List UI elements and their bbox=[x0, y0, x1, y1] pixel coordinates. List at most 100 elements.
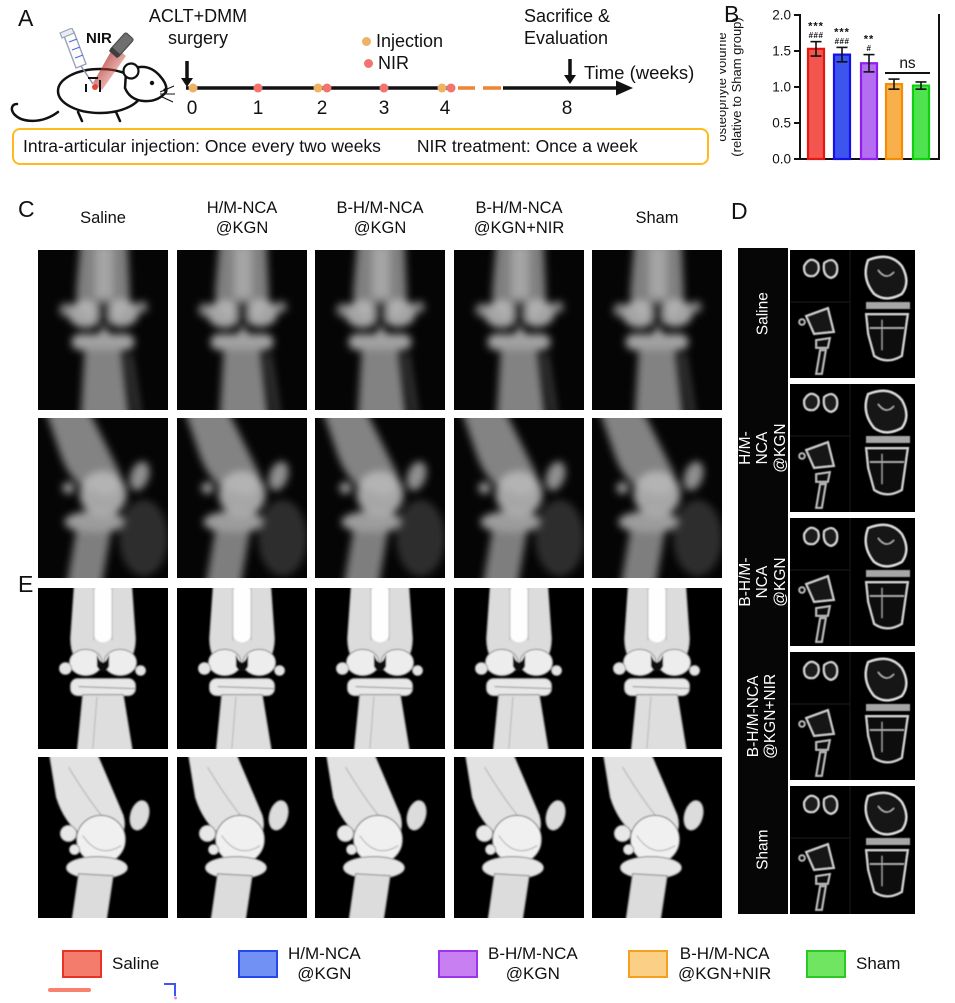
hmnca-legend-label: H/M-NCA @KGN bbox=[288, 944, 361, 983]
bhmnca-nir-legend-label: B-H/M-NCA @KGN+NIR bbox=[678, 944, 772, 983]
tick-week-2: 2 bbox=[316, 98, 328, 119]
legend-item-bhmnca-nir: B-H/M-NCA @KGN+NIR bbox=[628, 940, 771, 988]
mouse-whiskers bbox=[159, 85, 175, 103]
ct3d-side-image bbox=[38, 757, 168, 918]
panel-d-label: D bbox=[731, 198, 748, 224]
bhmnca-nir-swatch bbox=[628, 950, 668, 978]
time-axis-label: Time (weeks) bbox=[584, 62, 695, 83]
svg-text:###: ### bbox=[835, 37, 850, 46]
ct3d-front-image bbox=[592, 588, 722, 749]
svg-text:**: ** bbox=[864, 34, 875, 46]
tick-week-4: 4 bbox=[439, 98, 451, 119]
nir-device bbox=[108, 32, 134, 59]
mouse-ear bbox=[122, 62, 140, 80]
panel-d-row-label-strip: Saline H/M-NCA @KGN B-H/M-NCA @KGN B-H/M… bbox=[736, 248, 789, 914]
svg-text:***: *** bbox=[808, 21, 824, 33]
column-header-hmnca: H/M-NCA @KGN bbox=[206, 199, 278, 237]
xray-side-image bbox=[315, 418, 445, 578]
sacrifice-annotation: Sacrifice & Evaluation bbox=[524, 6, 611, 48]
svg-text:#: # bbox=[867, 44, 872, 53]
xray-side-image bbox=[592, 418, 722, 578]
svg-text:1.5: 1.5 bbox=[772, 44, 791, 59]
mouse-illustration bbox=[10, 28, 175, 123]
svg-text:2.0: 2.0 bbox=[772, 8, 791, 23]
svg-text:1.0: 1.0 bbox=[772, 80, 791, 95]
d-row-label-hmnca: H/M-NCA @KGN bbox=[736, 423, 789, 473]
ct3d-side-image bbox=[177, 757, 307, 918]
tick-week-0: 0 bbox=[186, 98, 198, 119]
ct-slice-image bbox=[790, 384, 915, 512]
xray-side-image bbox=[177, 418, 307, 578]
svg-text:ns: ns bbox=[899, 55, 916, 72]
banner-injection-text: Intra-articular injection: Once every tw… bbox=[23, 136, 381, 156]
ct-slice-image bbox=[790, 250, 915, 378]
legend-item-injection: Injection bbox=[362, 31, 443, 52]
svg-text:osteophyte volume(relative to: osteophyte volume(relative to Sham group… bbox=[720, 17, 744, 156]
xray-front-image bbox=[38, 250, 168, 410]
ct3d-front-image bbox=[177, 588, 307, 749]
xray-front-image bbox=[592, 250, 722, 410]
panel-c-label: C bbox=[18, 196, 35, 222]
ct3d-front-image bbox=[454, 588, 584, 749]
xray-side-image bbox=[454, 418, 584, 578]
panel-a-label: A bbox=[18, 5, 34, 31]
legend-item-saline: Saline bbox=[62, 940, 159, 988]
axis-arrowhead bbox=[616, 80, 633, 96]
ct-slice-image bbox=[790, 652, 915, 780]
column-header-sham: Sham bbox=[635, 209, 679, 228]
svg-text:###: ### bbox=[809, 31, 824, 40]
injection-label: Injection bbox=[376, 31, 444, 51]
svg-text:***: *** bbox=[834, 26, 850, 38]
saline-swatch bbox=[62, 950, 102, 978]
nir-label: NIR bbox=[378, 53, 409, 73]
d-row-label-bhmnca: B-H/M-NCA @KGN bbox=[736, 557, 789, 607]
mouse-tail bbox=[10, 102, 60, 123]
bhmnca-legend-label: B-H/M-NCA @KGN bbox=[488, 944, 578, 983]
banner-nir-text: NIR treatment: Once a week bbox=[416, 136, 638, 156]
ct3d-side-image bbox=[454, 757, 584, 918]
injection-dot-icon bbox=[362, 37, 371, 46]
tick-week-1: 1 bbox=[252, 98, 264, 119]
ct3d-front-image bbox=[315, 588, 445, 749]
ct-slice-image bbox=[790, 518, 915, 646]
ct3d-side-image bbox=[592, 757, 722, 918]
legend-item-nir: NIR bbox=[364, 53, 409, 74]
tick-week-8: 8 bbox=[561, 98, 573, 119]
xray-front-image bbox=[177, 250, 307, 410]
ct-slice-image bbox=[790, 786, 915, 914]
d-row-label-bhmnca-nir: B-H/M-NCA @KGN+NIR bbox=[745, 673, 781, 759]
xray-front-image bbox=[315, 250, 445, 410]
ct3d-side-image bbox=[315, 757, 445, 918]
svg-text:0.0: 0.0 bbox=[772, 152, 791, 167]
cropped-figure-fragment-blue bbox=[164, 983, 177, 1000]
legend-item-sham: Sham bbox=[806, 940, 900, 988]
mouse-eye bbox=[149, 80, 155, 86]
tick-week-3: 3 bbox=[378, 98, 390, 119]
nir-device-label: NIR bbox=[86, 30, 112, 47]
d-row-label-saline: Saline bbox=[754, 292, 772, 336]
panel-e-label: E bbox=[18, 571, 34, 597]
treatment-banner: Intra-articular injection: Once every tw… bbox=[12, 128, 709, 165]
osteophyte-bar-chart: 0.0 0.5 1.0 1.5 2.0 osteophyte volume(relativ… bbox=[720, 8, 940, 167]
xray-side-image bbox=[38, 418, 168, 578]
saline-legend-label: Saline bbox=[112, 954, 160, 974]
nir-dot-icon bbox=[364, 59, 373, 68]
timeline-dots bbox=[188, 83, 456, 93]
xray-front-image bbox=[454, 250, 584, 410]
sham-legend-label: Sham bbox=[856, 954, 901, 974]
column-header-bhmnca-nir: B-H/M-NCA @KGN+NIR bbox=[473, 199, 565, 237]
bhmnca-swatch bbox=[438, 950, 478, 978]
svg-text:0.5: 0.5 bbox=[772, 116, 791, 131]
ct3d-front-image bbox=[38, 588, 168, 749]
hmnca-swatch bbox=[238, 950, 278, 978]
column-header-saline: Saline bbox=[80, 209, 126, 228]
knee-target-spot bbox=[92, 84, 98, 90]
sham-swatch bbox=[806, 950, 846, 978]
column-header-bhmnca: B-H/M-NCA @KGN bbox=[336, 199, 424, 237]
legend-item-bhmnca: B-H/M-NCA @KGN bbox=[438, 940, 578, 988]
cropped-figure-fragment-red bbox=[48, 988, 91, 992]
syringe bbox=[59, 28, 94, 85]
d-row-label-sham: Sham bbox=[754, 829, 772, 871]
surgery-annotation: ACLT+DMM surgery bbox=[148, 6, 248, 48]
